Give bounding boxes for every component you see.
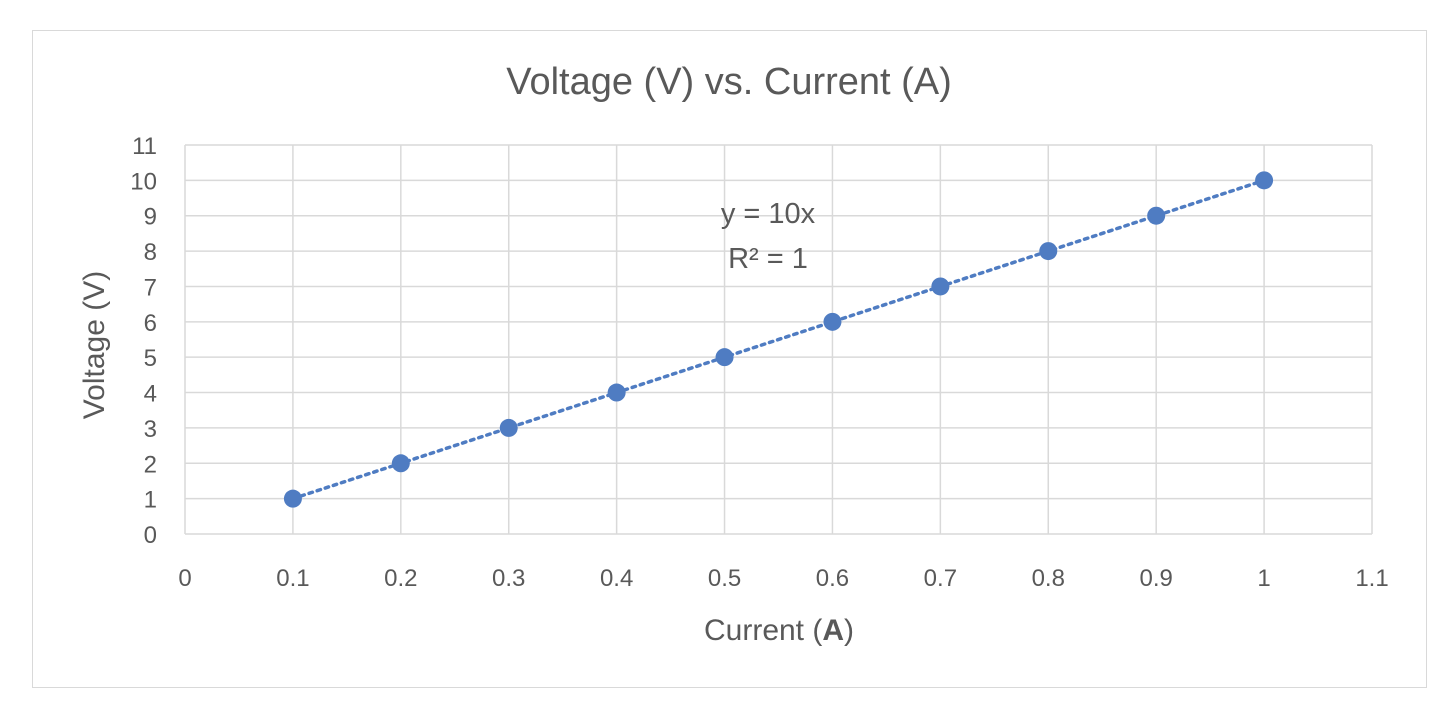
data-point-2	[391, 454, 410, 473]
y-tick-label-9: 9	[144, 204, 157, 231]
y-axis-title: Voltage (V)	[78, 271, 111, 419]
y-axis-ticks: 0 1 2 3 4 5 6 7 8 9 10 11	[130, 133, 157, 549]
x-tick-label-7: 0.7	[924, 565, 957, 592]
x-tick-label-1: 0.1	[276, 565, 309, 592]
grid-lines	[184, 144, 1373, 535]
y-tick-label-8: 8	[144, 239, 157, 266]
trendline-layer	[291, 178, 1266, 501]
x-tick-label-3: 0.3	[492, 565, 525, 592]
x-tick-label-4: 0.4	[600, 565, 633, 592]
y-tick-label-5: 5	[144, 345, 157, 372]
x-tick-label-11: 1.1	[1355, 565, 1388, 592]
x-tick-label-5: 0.5	[708, 565, 741, 592]
data-points	[283, 171, 1274, 508]
x-axis-title: Current (A)	[704, 614, 854, 647]
data-point-10	[1255, 171, 1274, 190]
trendline	[291, 178, 1266, 501]
data-point-5	[715, 348, 734, 367]
data-point-6	[823, 312, 842, 331]
chart-title: Voltage (V) vs. Current (A)	[506, 61, 952, 103]
x-tick-label-10: 1	[1257, 565, 1270, 592]
data-point-4	[607, 383, 626, 402]
x-tick-label-8: 0.8	[1032, 565, 1065, 592]
x-tick-label-0: 0	[178, 565, 191, 592]
y-tick-label-1: 1	[144, 487, 157, 514]
data-point-8	[1039, 242, 1058, 261]
y-tick-label-6: 6	[144, 310, 157, 337]
data-point-1	[283, 489, 302, 508]
y-tick-label-7: 7	[144, 274, 157, 301]
x-tick-label-9: 0.9	[1139, 565, 1172, 592]
y-tick-label-3: 3	[144, 416, 157, 443]
trendline-equation: y = 10x	[721, 198, 816, 230]
y-tick-label-11: 11	[132, 133, 157, 160]
x-axis-ticks: 0 0.1 0.2 0.3 0.4 0.5 0.6 0.7 0.8 0.9 1 1.1	[178, 565, 1388, 592]
y-tick-label-0: 0	[144, 522, 157, 549]
x-axis-title-suffix: )	[844, 614, 854, 647]
y-tick-label-2: 2	[144, 451, 157, 478]
data-point-3	[499, 418, 518, 437]
y-tick-label-10: 10	[130, 168, 157, 195]
data-point-7	[931, 277, 950, 296]
x-axis-title-prefix: Current (	[704, 614, 822, 647]
x-tick-label-6: 0.6	[816, 565, 849, 592]
trendline-r-squared: R² = 1	[728, 243, 808, 275]
y-tick-label-4: 4	[144, 381, 157, 408]
x-axis-title-unit: A	[822, 614, 844, 647]
x-tick-label-2: 0.2	[384, 565, 417, 592]
data-point-9	[1147, 206, 1166, 225]
